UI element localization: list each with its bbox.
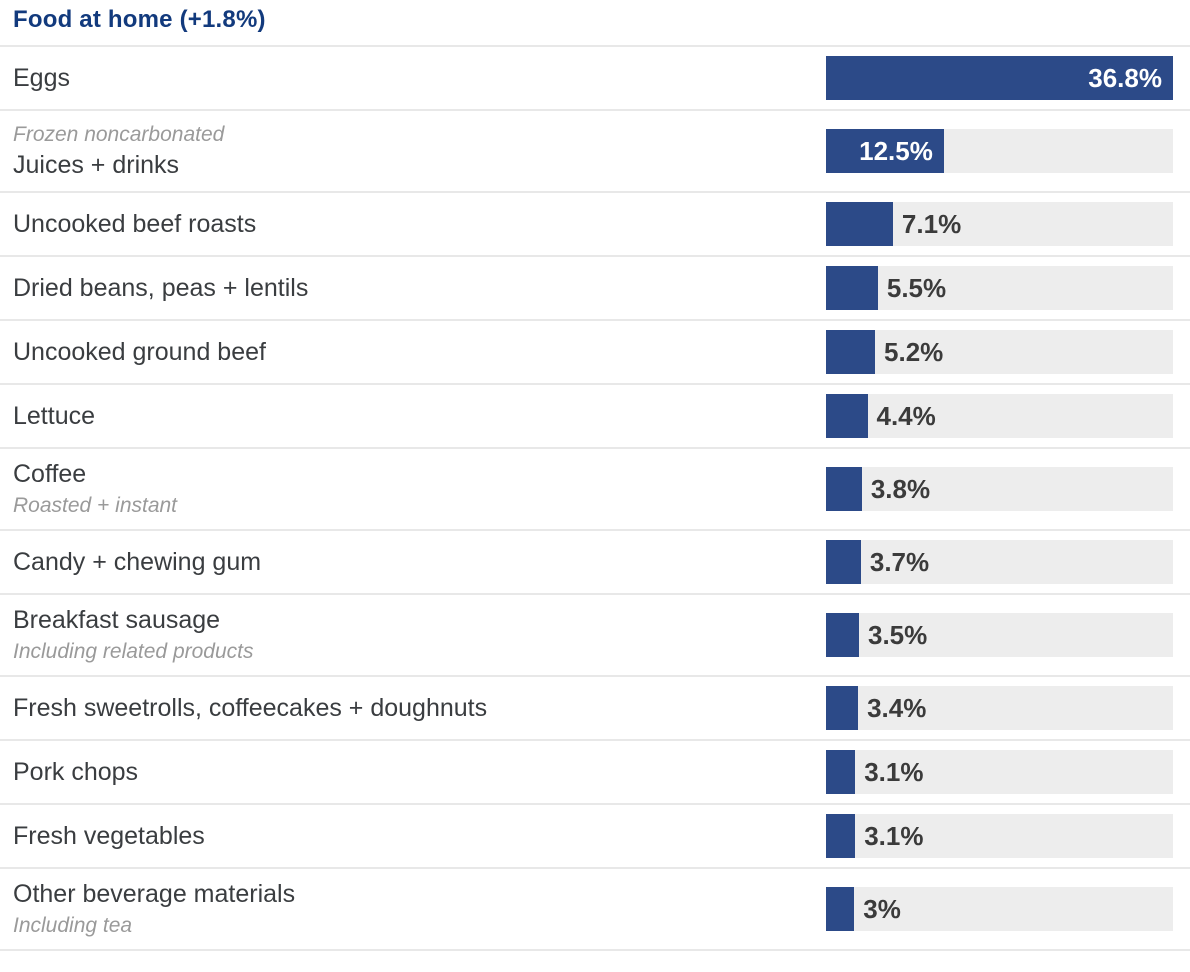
row-label-group: Lettuce: [13, 400, 826, 433]
bar-value: 5.2%: [884, 336, 944, 367]
row-label-group: Uncooked beef roasts: [13, 208, 826, 241]
row-label-group: Eggs: [13, 62, 826, 95]
bar-fill: [826, 540, 861, 584]
bar-value: 3.1%: [864, 820, 924, 851]
bar-track: 4.4%: [826, 394, 1173, 438]
row-label: Uncooked ground beef: [13, 337, 266, 366]
bar-fill: [826, 394, 868, 438]
bar-value: 3.8%: [870, 473, 931, 504]
row-label-group: Other beverage materials Including tea: [13, 878, 826, 940]
bar-value: 3.5%: [867, 619, 928, 650]
bar-fill: [826, 202, 893, 246]
food-at-home-bar-chart: Food at home (+1.8%) Eggs 36.8% Frozen n…: [0, 0, 1190, 951]
row-label: Dried beans, peas + lentils: [13, 273, 309, 302]
bar-fill: [826, 814, 856, 858]
bar-track: 3.4%: [826, 686, 1173, 730]
row-label-group: Fresh vegetables: [13, 820, 826, 853]
chart-row: Frozen noncarbonated Juices + drinks 12.…: [0, 111, 1190, 193]
row-label-group: Uncooked ground beef: [13, 336, 826, 369]
chart-row: Dried beans, peas + lentils 5.5%: [0, 257, 1190, 321]
row-label: Fresh vegetables: [13, 821, 205, 850]
row-sublabel: Including tea: [13, 914, 133, 937]
chart-row: Fresh sweetrolls, coffeecakes + doughnut…: [0, 677, 1190, 741]
chart-row: Pork chops 3.1%: [0, 741, 1190, 805]
row-label: Lettuce: [13, 401, 96, 430]
bar-fill: [826, 467, 862, 511]
chart-row: Uncooked ground beef 5.2%: [0, 321, 1190, 385]
row-label-group: Candy + chewing gum: [13, 546, 826, 579]
row-label: Uncooked beef roasts: [13, 209, 257, 238]
bar-fill: [826, 686, 859, 730]
bar-track: 3%: [826, 887, 1173, 931]
chart-row: Breakfast sausage Including related prod…: [0, 595, 1190, 677]
row-label: Fresh sweetrolls, coffeecakes + doughnut…: [13, 693, 488, 722]
row-label-group: Frozen noncarbonated Juices + drinks: [13, 120, 826, 182]
row-label: Juices + drinks: [13, 151, 180, 179]
row-sublabel: Frozen noncarbonated: [13, 123, 225, 146]
chart-title: Food at home (+1.8%): [0, 0, 1190, 47]
bar-fill: [826, 330, 876, 374]
row-label: Breakfast sausage: [13, 606, 221, 634]
chart-rows: Eggs 36.8% Frozen noncarbonated Juices +…: [0, 47, 1190, 951]
chart-row: Coffee Roasted + instant 3.8%: [0, 449, 1190, 531]
bar-value: 7.1%: [901, 208, 962, 239]
bar-value: 3.1%: [864, 756, 924, 787]
chart-row: Fresh vegetables 3.1%: [0, 805, 1190, 869]
chart-row: Uncooked beef roasts 7.1%: [0, 193, 1190, 257]
row-label: Coffee: [13, 460, 87, 488]
row-label: Other beverage materials: [13, 880, 296, 908]
bar-track: 3.1%: [826, 814, 1173, 858]
row-label: Candy + chewing gum: [13, 547, 262, 576]
chart-row: Candy + chewing gum 3.7%: [0, 531, 1190, 595]
row-label-group: Coffee Roasted + instant: [13, 458, 826, 520]
row-label-group: Pork chops: [13, 756, 826, 789]
row-label-group: Fresh sweetrolls, coffeecakes + doughnut…: [13, 692, 826, 725]
bar-fill: 36.8%: [826, 56, 1173, 100]
bar-track: 3.7%: [826, 540, 1173, 584]
bar-value: 5.5%: [886, 272, 947, 303]
row-label-group: Dried beans, peas + lentils: [13, 272, 826, 305]
bar-fill: [826, 613, 859, 657]
bar-value: 3.4%: [867, 692, 927, 723]
bar-track: 5.2%: [826, 330, 1173, 374]
bar-fill: [826, 887, 855, 931]
bar-value: 12.5%: [859, 135, 933, 166]
chart-row: Eggs 36.8%: [0, 47, 1190, 111]
bar-track: 3.5%: [826, 613, 1173, 657]
bar-fill: 12.5%: [826, 129, 944, 173]
bar-fill: [826, 750, 856, 794]
row-label-group: Breakfast sausage Including related prod…: [13, 604, 826, 666]
row-sublabel: Including related products: [13, 640, 254, 663]
row-sublabel: Roasted + instant: [13, 494, 178, 517]
bar-track: 12.5%: [826, 129, 1173, 173]
bar-value: 4.4%: [876, 400, 936, 431]
bar-fill: [826, 266, 878, 310]
bar-track: 36.8%: [826, 56, 1173, 100]
chart-row: Other beverage materials Including tea 3…: [0, 869, 1190, 951]
chart-row: Lettuce 4.4%: [0, 385, 1190, 449]
bar-track: 7.1%: [826, 202, 1173, 246]
bar-value: 3%: [863, 893, 901, 924]
bar-track: 5.5%: [826, 266, 1173, 310]
row-label: Pork chops: [13, 757, 139, 786]
row-label: Eggs: [13, 63, 70, 92]
bar-track: 3.1%: [826, 750, 1173, 794]
bar-value: 36.8%: [1088, 62, 1162, 93]
bar-track: 3.8%: [826, 467, 1173, 511]
bar-value: 3.7%: [869, 546, 930, 577]
